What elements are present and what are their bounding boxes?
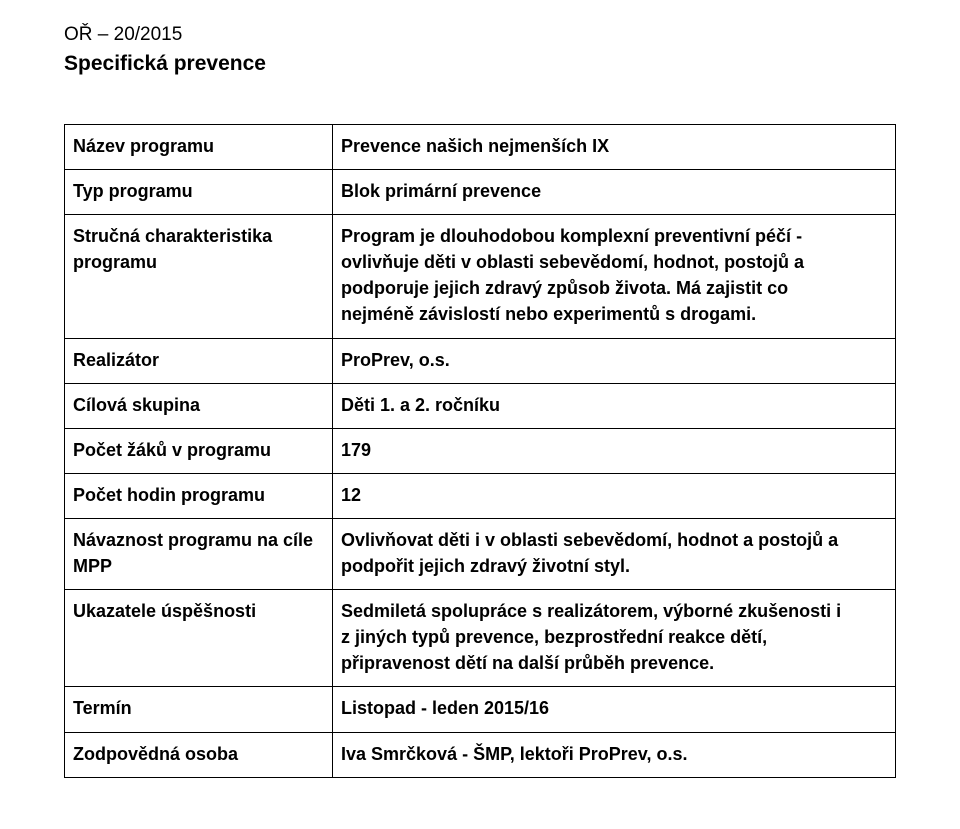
value-line: připravenost dětí na další průběh preven… — [341, 653, 714, 673]
value-line: Ovlivňovat děti i v oblasti sebevědomí, … — [341, 530, 838, 550]
value-text: Děti 1. a 2. ročníku — [341, 395, 500, 415]
label-line: Stručná charakteristika — [73, 226, 272, 246]
table-row: Realizátor ProPrev, o.s. — [65, 338, 896, 383]
table-row: Ukazatele úspěšnosti Sedmiletá spoluprác… — [65, 590, 896, 687]
value-text: Listopad - leden 2015/16 — [341, 698, 549, 718]
row-label: Cílová skupina — [65, 383, 333, 428]
row-label: Počet hodin programu — [65, 473, 333, 518]
table-row: Stručná charakteristika programu Program… — [65, 215, 896, 338]
row-label: Typ programu — [65, 170, 333, 215]
value-text: Blok primární prevence — [341, 181, 541, 201]
table-row: Název programu Prevence našich nejmenšíc… — [65, 125, 896, 170]
table-row: Počet hodin programu 12 — [65, 473, 896, 518]
row-label: Realizátor — [65, 338, 333, 383]
value-text: ProPrev, o.s. — [341, 350, 450, 370]
row-label: Zodpovědná osoba — [65, 732, 333, 777]
value-line: podporuje jejich zdravý způsob života. M… — [341, 278, 788, 298]
row-value: ProPrev, o.s. — [333, 338, 896, 383]
row-label: Stručná charakteristika programu — [65, 215, 333, 338]
row-value: Ovlivňovat děti i v oblasti sebevědomí, … — [333, 518, 896, 589]
row-value: Blok primární prevence — [333, 170, 896, 215]
value-line: nejméně závislostí nebo experimentů s dr… — [341, 304, 756, 324]
row-label: Název programu — [65, 125, 333, 170]
table-row: Návaznost programu na cíle MPP Ovlivňova… — [65, 518, 896, 589]
value-line: podpořit jejich zdravý životní styl. — [341, 556, 630, 576]
row-value: Listopad - leden 2015/16 — [333, 687, 896, 732]
row-value: Děti 1. a 2. ročníku — [333, 383, 896, 428]
label-line: programu — [73, 252, 157, 272]
table-row: Termín Listopad - leden 2015/16 — [65, 687, 896, 732]
row-label: Ukazatele úspěšnosti — [65, 590, 333, 687]
spec-table: Název programu Prevence našich nejmenšíc… — [64, 124, 896, 778]
value-text: 12 — [341, 485, 361, 505]
value-text: Prevence našich nejmenších IX — [341, 136, 609, 156]
table-row: Cílová skupina Děti 1. a 2. ročníku — [65, 383, 896, 428]
value-line: Program je dlouhodobou komplexní prevent… — [341, 226, 802, 246]
row-label: Termín — [65, 687, 333, 732]
value-line: z jiných typů prevence, bezprostřední re… — [341, 627, 767, 647]
document-page: OŘ – 20/2015 Specifická prevence Název p… — [0, 0, 960, 829]
row-value: Sedmiletá spolupráce s realizátorem, výb… — [333, 590, 896, 687]
table-row: Počet žáků v programu 179 — [65, 428, 896, 473]
row-value: Prevence našich nejmenších IX — [333, 125, 896, 170]
value-line: ovlivňuje děti v oblasti sebevědomí, hod… — [341, 252, 804, 272]
table-row: Typ programu Blok primární prevence — [65, 170, 896, 215]
row-value: 179 — [333, 428, 896, 473]
row-value: 12 — [333, 473, 896, 518]
document-id: OŘ – 20/2015 — [64, 24, 896, 46]
row-label: Návaznost programu na cíle MPP — [65, 518, 333, 589]
value-line: Sedmiletá spolupráce s realizátorem, výb… — [341, 601, 841, 621]
value-text: 179 — [341, 440, 371, 460]
document-title: Specifická prevence — [64, 52, 896, 76]
table-row: Zodpovědná osoba Iva Smrčková - ŠMP, lek… — [65, 732, 896, 777]
value-text: Iva Smrčková - ŠMP, lektoři ProPrev, o.s… — [341, 744, 688, 764]
row-value: Iva Smrčková - ŠMP, lektoři ProPrev, o.s… — [333, 732, 896, 777]
row-label: Počet žáků v programu — [65, 428, 333, 473]
row-value: Program je dlouhodobou komplexní prevent… — [333, 215, 896, 338]
